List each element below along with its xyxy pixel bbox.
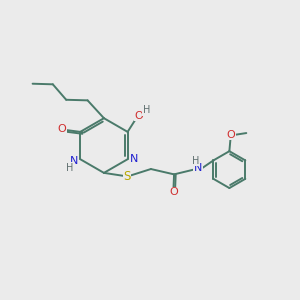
Text: S: S bbox=[123, 170, 131, 183]
Text: O: O bbox=[226, 130, 235, 140]
Text: O: O bbox=[57, 124, 66, 134]
Text: H: H bbox=[66, 163, 74, 172]
Text: H: H bbox=[192, 156, 200, 166]
Text: O: O bbox=[134, 110, 143, 121]
Text: O: O bbox=[169, 187, 178, 197]
Text: N: N bbox=[130, 154, 138, 164]
Text: N: N bbox=[70, 156, 78, 166]
Text: H: H bbox=[142, 105, 150, 115]
Text: N: N bbox=[194, 163, 202, 172]
